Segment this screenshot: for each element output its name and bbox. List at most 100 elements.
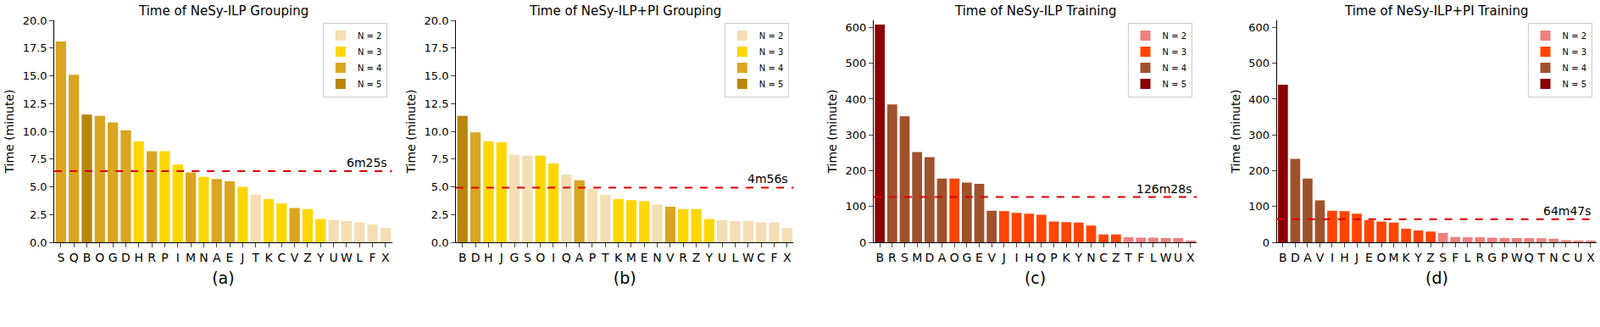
svg-text:Time of NeSy-ILP Training: Time of NeSy-ILP Training [954,3,1117,19]
svg-text:Time (minute): Time (minute) [825,88,839,174]
svg-text:V: V [1316,250,1325,265]
svg-text:I: I [1014,250,1018,265]
svg-text:2.5: 2.5 [431,208,450,222]
svg-text:N = 3: N = 3 [759,47,784,57]
svg-text:R: R [678,250,688,265]
svg-text:Time of NeSy-ILP+PI Grouping: Time of NeSy-ILP+PI Grouping [528,3,722,19]
svg-text:E: E [640,250,649,265]
svg-text:N = 2: N = 2 [357,31,383,41]
svg-text:64m47s: 64m47s [1543,204,1592,218]
svg-text:4m56s: 4m56s [747,172,789,186]
svg-text:M: M [626,250,637,265]
svg-text:G: G [108,250,118,265]
svg-text:N = 3: N = 3 [1162,47,1188,57]
svg-text:S: S [56,250,65,265]
svg-text:J: J [499,250,504,265]
svg-text:100: 100 [844,200,867,213]
svg-text:Time of NeSy-ILP+PI Training: Time of NeSy-ILP+PI Training [1344,3,1529,19]
svg-text:N = 5: N = 5 [1162,79,1188,89]
svg-text:W: W [340,250,353,265]
svg-text:S: S [900,250,909,265]
svg-text:Time (minute): Time (minute) [1228,88,1243,174]
svg-text:J: J [239,250,245,265]
svg-text:N = 5: N = 5 [357,79,383,89]
svg-text:M: M [1388,250,1400,265]
svg-text:(b): (b) [613,268,637,288]
svg-text:O: O [1377,250,1387,265]
svg-text:B: B [875,250,884,265]
svg-text:200: 200 [1248,164,1270,178]
svg-text:N: N [652,250,662,265]
svg-text:O: O [950,250,960,265]
svg-text:I: I [1330,250,1334,265]
svg-text:W: W [1511,250,1523,265]
svg-text:D: D [1290,250,1300,265]
svg-text:N = 5: N = 5 [759,79,784,89]
svg-text:E: E [1365,250,1373,265]
svg-text:U: U [717,250,727,265]
svg-text:V: V [290,250,300,265]
svg-text:Z: Z [1426,250,1435,265]
svg-text:O: O [94,250,105,265]
svg-text:T: T [250,250,260,265]
svg-text:6m25s: 6m25s [346,155,388,170]
svg-text:0: 0 [859,236,867,250]
svg-text:H: H [483,250,494,265]
svg-text:400: 400 [1248,93,1270,106]
svg-text:K: K [614,250,623,265]
svg-text:12.5: 12.5 [424,97,450,111]
svg-text:Z: Z [1111,250,1121,265]
svg-text:S: S [1438,250,1447,265]
svg-text:L: L [355,250,363,265]
svg-text:300: 300 [1248,128,1270,142]
svg-text:M: M [185,250,196,265]
svg-text:H: H [134,250,145,265]
svg-text:V: V [987,250,996,265]
svg-text:P: P [1500,250,1508,265]
svg-text:7.5: 7.5 [431,152,450,166]
svg-text:(a): (a) [211,268,234,288]
svg-text:R: R [1475,250,1484,265]
svg-text:300: 300 [844,128,867,142]
svg-text:Q: Q [69,250,79,265]
svg-text:D: D [924,250,934,265]
svg-text:M: M [911,250,923,265]
svg-text:N: N [1549,250,1558,265]
svg-text:Z: Z [692,250,701,265]
svg-text:D: D [121,250,131,265]
svg-text:Q: Q [1524,250,1534,265]
svg-text:G: G [1487,250,1497,265]
svg-text:L: L [732,250,739,265]
svg-text:D: D [471,250,481,265]
svg-text:100: 100 [1248,200,1270,213]
svg-text:N = 2: N = 2 [1162,31,1188,41]
svg-text:B: B [458,250,467,265]
svg-text:S: S [523,250,532,265]
svg-text:C: C [1099,250,1108,265]
svg-text:Y: Y [1074,250,1084,265]
svg-text:F: F [369,250,377,265]
svg-text:T: T [600,250,610,265]
svg-text:G: G [510,250,520,265]
svg-text:E: E [975,250,984,265]
svg-text:T: T [1123,250,1133,265]
svg-text:N = 4: N = 4 [1162,63,1188,73]
svg-text:F: F [770,250,778,265]
svg-text:U: U [328,250,338,265]
svg-text:17.5: 17.5 [22,41,48,55]
svg-text:F: F [1451,250,1459,265]
svg-text:A: A [938,250,947,265]
svg-text:A: A [575,250,584,265]
svg-text:W: W [742,250,755,265]
svg-text:K: K [1062,250,1072,265]
svg-text:500: 500 [844,56,867,70]
svg-text:C: C [756,250,766,265]
svg-text:0.0: 0.0 [29,236,48,250]
svg-text:0: 0 [1262,236,1270,250]
svg-text:N: N [199,250,208,265]
svg-text:P: P [588,250,596,265]
svg-text:H: H [1339,250,1350,265]
svg-text:N = 4: N = 4 [357,63,383,73]
svg-text:G: G [961,250,972,265]
svg-text:600: 600 [844,21,867,34]
